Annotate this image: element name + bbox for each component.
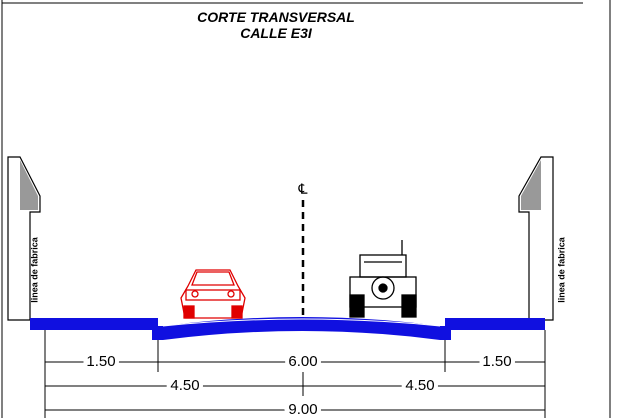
dimension-label: 4.50 [170,377,199,394]
dimension-label: 9.00 [288,401,317,418]
jeep [349,240,417,318]
left-wall-label: linea de fabrica [29,236,39,303]
right-wall [518,156,554,321]
dimension-label: 1.50 [482,353,511,370]
dimension-label: 4.50 [405,377,434,394]
left-wall [7,156,41,321]
title-line-1: CORTE TRANSVERSAL [197,9,355,25]
right-wall-label: linea de fabrica [556,236,566,303]
car [180,269,246,319]
title-line-2: CALLE E3I [240,25,313,41]
centerline-symbol: ℄ [298,181,308,197]
dimension-lines [44,330,546,418]
road [30,317,545,340]
frame [1,0,611,418]
dimension-label: 6.00 [288,353,317,370]
dimension-label: 1.50 [86,353,115,370]
